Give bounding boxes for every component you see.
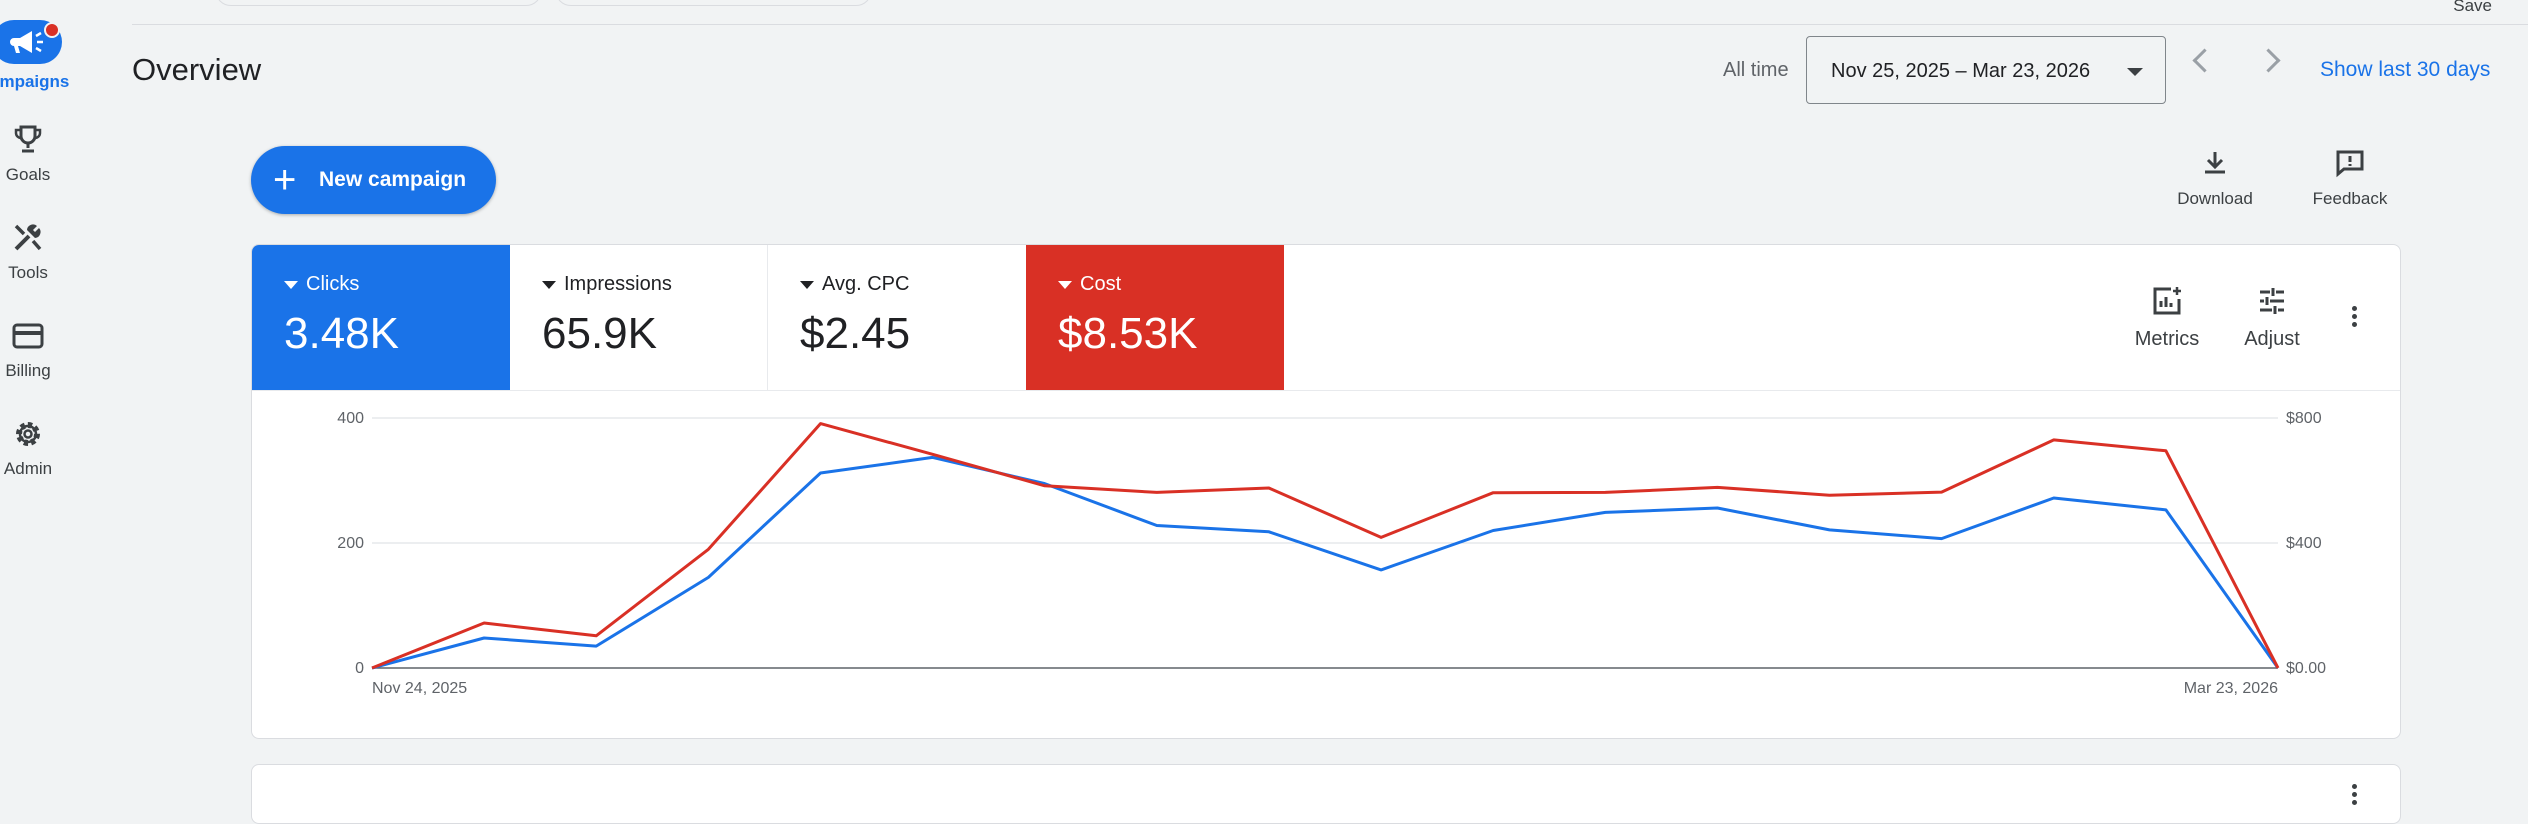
adjust-button[interactable]: Adjust [2227,285,2317,351]
left-nav: ampaigns Goals Tools Billing Admin [0,0,70,791]
date-range-label: All time [1723,59,1789,81]
nav-item-label: Billing [5,361,51,380]
metric-name: Cost [1080,273,1122,295]
add-chart-icon [2153,287,2181,315]
chart-grid [372,417,2278,669]
download-label: Download [2177,189,2253,208]
dropdown-caret-icon [542,281,556,289]
next-period-icon[interactable] [2256,48,2281,73]
metric-tile-avg-cpc[interactable]: Avg. CPC $2.45 [768,245,1026,390]
metrics-label: Metrics [2134,328,2200,350]
credit-card-icon [12,323,44,349]
dropdown-caret-icon [284,281,298,289]
metrics-divider [252,390,2400,391]
clicks-series-line [371,455,2280,670]
download-icon [2205,152,2225,174]
nav-item-tools[interactable]: Tools [0,222,62,283]
megaphone-icon [10,31,43,53]
new-campaign-button[interactable]: + New campaign [251,146,496,214]
metric-name: Impressions [564,273,672,295]
nav-item-campaigns[interactable]: ampaigns [0,68,70,92]
filter-chip[interactable] [555,0,872,6]
metric-value: $8.53K [1058,309,1198,358]
metric-name: Clicks [306,273,360,295]
y-right-tick-label: $0.00 [2286,660,2326,677]
y-right-tick-label: $400 [2286,535,2322,552]
nav-item-billing[interactable]: Billing [0,320,62,381]
cost-series-line [371,422,2280,670]
more-options-icon[interactable] [2352,303,2357,330]
tune-icon [2260,288,2284,314]
trophy-icon [14,125,42,153]
feedback-button[interactable]: Feedback [2305,148,2395,209]
nav-item-goals[interactable]: Goals [0,124,62,185]
page-title: Overview [132,52,262,87]
save-button[interactable]: Save [2453,0,2492,15]
show-last-30-days-link[interactable]: Show last 30 days [2320,58,2491,81]
performance-chart: 0 200 400 $0.00 $400 $800 Nov 24, 2025 Mar 23, … [337,410,2326,697]
nav-item-label: Goals [5,165,51,184]
metric-tile-impressions[interactable]: Impressions 65.9K [510,245,768,390]
dropdown-caret-icon [2127,68,2143,76]
nav-item-label: Tools [8,263,48,282]
nav-item-label: Admin [3,459,53,478]
y-left-tick-label: 0 [355,660,364,677]
y-left-tick-label: 200 [337,535,364,552]
new-campaign-label: New campaign [319,168,467,191]
x-end-label: Mar 23, 2026 [2184,680,2278,697]
feedback-label: Feedback [2312,189,2388,208]
previous-period-icon[interactable] [2192,48,2217,73]
more-options-icon[interactable] [2352,781,2357,808]
metric-value: 65.9K [542,309,657,358]
metric-name: Avg. CPC [822,273,910,295]
adjust-label: Adjust [2244,328,2300,350]
gear-icon [16,422,40,446]
metrics-button[interactable]: Metrics [2122,285,2212,351]
performance-card: Clicks 3.48K Impressions 65.9K Avg. CPC … [251,244,2401,739]
nav-item-label: ampaigns [0,72,70,91]
tools-icon [14,224,42,251]
metric-value: $2.45 [800,309,911,358]
campaigns-table-card [251,764,2401,824]
chart-lines [371,422,2280,670]
date-range-picker[interactable]: Nov 25, 2025 – Mar 23, 2026 [1806,36,2166,104]
metric-value: 3.48K [284,309,399,358]
notification-dot [44,22,60,38]
date-range-value: Nov 25, 2025 – Mar 23, 2026 [1831,60,2091,82]
filter-chip[interactable] [215,0,542,6]
download-button[interactable]: Download [2170,148,2260,209]
x-start-label: Nov 24, 2025 [372,680,467,697]
chart-labels: 0 200 400 $0.00 $400 $800 Nov 24, 2025 Mar 23, … [337,410,2326,697]
dropdown-caret-icon [1058,281,1072,289]
y-left-tick-label: 400 [337,410,364,427]
y-right-tick-label: $800 [2286,410,2322,427]
metric-tile-cost[interactable]: Cost $8.53K [1026,245,1284,390]
plus-icon: + [273,158,297,202]
dropdown-caret-icon [800,281,814,289]
metric-tile-clicks[interactable]: Clicks 3.48K [252,245,510,390]
header-divider [132,24,2528,25]
feedback-icon [2336,150,2364,178]
nav-item-admin[interactable]: Admin [0,418,62,479]
